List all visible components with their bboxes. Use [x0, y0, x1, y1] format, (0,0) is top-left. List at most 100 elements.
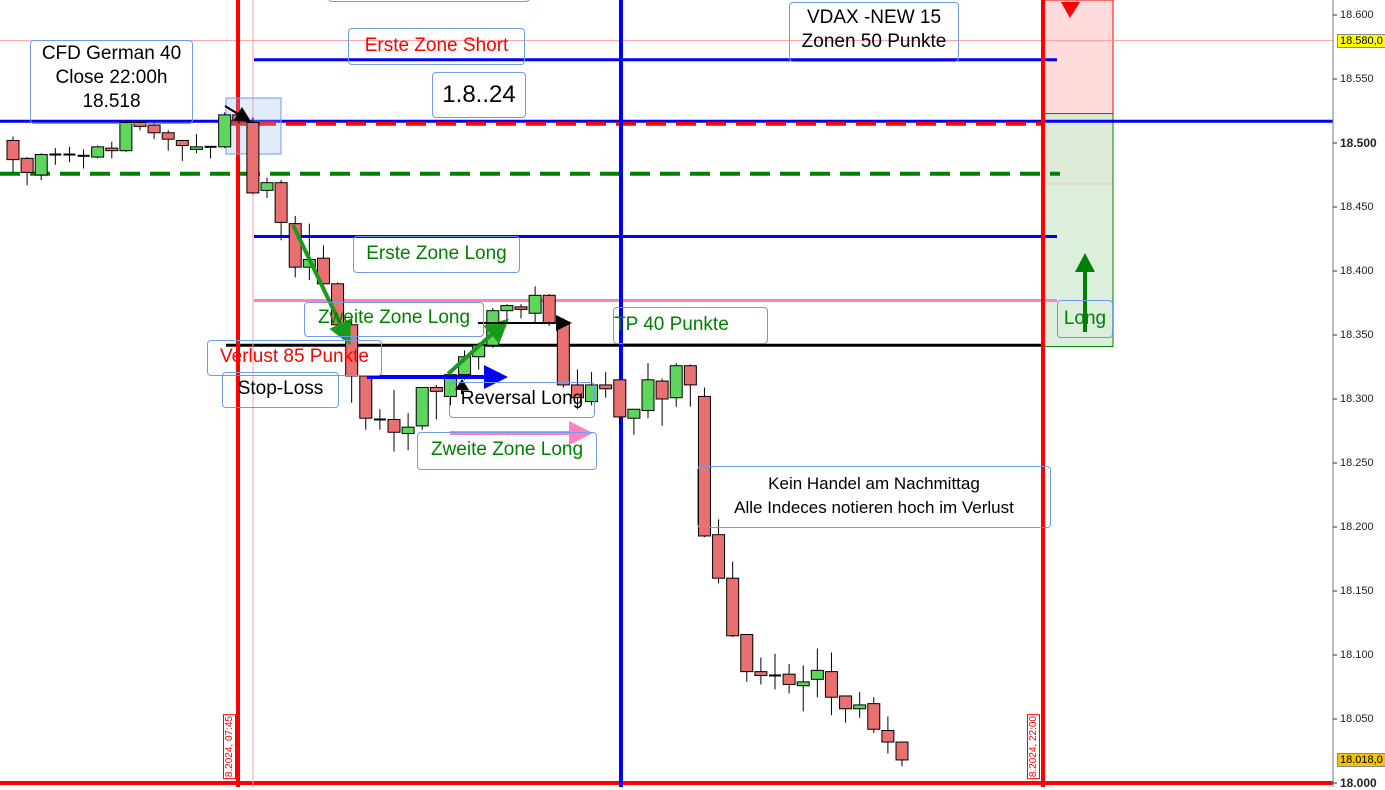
open-arrow — [224, 105, 252, 123]
candle — [20, 157, 34, 186]
candle-body — [20, 157, 34, 173]
candle — [246, 117, 260, 195]
candle-body — [599, 384, 613, 390]
candle — [260, 177, 274, 199]
reversal-up-icon — [455, 379, 469, 390]
candle — [218, 112, 232, 149]
zweite-zone-long-label-1: Zweite Zone Long — [304, 302, 484, 337]
candle-body — [839, 695, 853, 710]
candle-body — [556, 322, 570, 386]
candle-body — [810, 669, 824, 680]
candle — [34, 153, 48, 181]
vdax-label: VDAX -NEW 15 Zonen 50 Punkte — [789, 2, 959, 62]
up-trend-arrow — [446, 318, 509, 376]
candle-body — [401, 426, 415, 435]
candle-body — [881, 730, 895, 743]
candle — [359, 375, 373, 430]
price-tag: 18.018,0 — [1337, 752, 1385, 767]
candle-body — [627, 408, 641, 419]
stop-loss-label: Stop-Loss — [222, 372, 339, 408]
candle-body — [246, 122, 260, 194]
tp-label: TP 40 Punkte — [613, 307, 768, 344]
candle-body — [175, 139, 189, 147]
candle — [77, 149, 90, 169]
y-tick-label: 18.100 — [1340, 649, 1374, 661]
candle — [782, 663, 796, 694]
candle — [429, 384, 443, 420]
y-tick-label: 18.500 — [1340, 136, 1377, 150]
vdax-line-2: Zonen 50 Punkte — [801, 31, 947, 52]
candle-body — [514, 306, 528, 310]
time-label-start: 8.2024, 07:45 — [223, 714, 236, 780]
candle-body — [34, 154, 48, 176]
candle — [514, 304, 528, 319]
candle — [627, 408, 641, 435]
candle — [810, 648, 824, 698]
candle — [655, 378, 669, 426]
candle — [63, 146, 76, 163]
cfd-info-label: CFD German 40 Close 22:00h 18.518 — [30, 40, 193, 124]
candle-body — [415, 386, 429, 427]
candle — [316, 245, 330, 291]
candle-body — [105, 147, 119, 152]
cfd-close: Close 22:00h — [55, 67, 168, 88]
candle-body — [754, 671, 768, 676]
candle — [528, 286, 542, 323]
candle-body — [895, 741, 909, 761]
cfd-value: 18.518 — [82, 91, 141, 112]
candle — [373, 409, 386, 430]
candle — [754, 657, 768, 685]
candle-body — [570, 384, 584, 399]
candle-body — [359, 375, 373, 419]
candle — [274, 180, 288, 241]
kein-handel-line-2: Alle Indeces notieren hoch im Verlust — [734, 498, 1014, 517]
candle-body — [542, 294, 556, 324]
verlust-label: Verlust 85 Punkte — [207, 340, 382, 376]
candle — [49, 148, 62, 165]
long-label: Long — [1057, 300, 1113, 338]
y-tick-label: 18.350 — [1340, 329, 1374, 341]
candle — [119, 121, 133, 152]
candle-body — [189, 146, 203, 150]
candle-body — [528, 294, 542, 314]
candle — [415, 386, 429, 430]
candle — [6, 136, 20, 173]
candle-body — [133, 122, 147, 127]
candle — [796, 665, 810, 712]
y-tick-label: 18.300 — [1340, 393, 1374, 405]
candle — [895, 741, 909, 767]
candle-body — [316, 257, 330, 285]
candle-body — [796, 681, 810, 687]
candle-body — [669, 365, 683, 399]
cfd-title: CFD German 40 — [41, 43, 182, 64]
long-up-arrow-icon — [1075, 253, 1095, 272]
y-tick-label: 18.550 — [1340, 73, 1374, 85]
candle-body — [683, 365, 697, 386]
candle — [881, 716, 895, 754]
candle — [867, 697, 881, 734]
candle — [669, 363, 683, 407]
candle — [613, 379, 627, 425]
candle — [133, 119, 147, 131]
candle-body — [274, 182, 288, 223]
time-label-end: 8.2024, 22:00 — [1027, 714, 1040, 780]
price-tag: 18.580,0 — [1337, 33, 1385, 48]
vdax-line-1: VDAX -NEW 15 — [806, 7, 942, 28]
candle-body — [6, 139, 20, 161]
erste-zone-short-label: Erste Zone Short — [348, 28, 525, 65]
y-tick-label: 18.250 — [1340, 457, 1374, 469]
candle-body — [429, 386, 443, 392]
candle-body — [91, 146, 105, 158]
candle — [401, 413, 415, 451]
candle — [147, 122, 161, 140]
candle-body — [147, 124, 161, 134]
candle — [204, 145, 217, 159]
candle — [641, 363, 655, 419]
candle-body — [867, 703, 881, 730]
candle — [769, 653, 781, 690]
zweite-zone-long-label-2: Zweite Zone Long — [417, 432, 597, 470]
candle — [500, 304, 514, 324]
candle — [726, 561, 740, 638]
candle-body — [726, 577, 740, 637]
candle-body — [641, 379, 655, 412]
